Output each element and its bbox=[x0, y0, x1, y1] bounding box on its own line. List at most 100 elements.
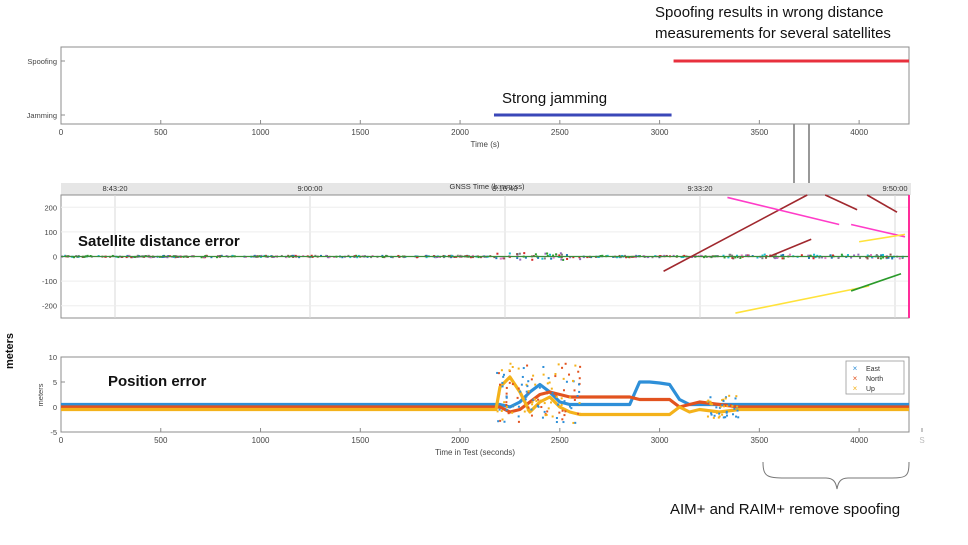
jitter-point bbox=[543, 410, 546, 413]
legend: × East × North × Up bbox=[845, 360, 905, 395]
x-axis-label: Time (s) bbox=[470, 140, 499, 149]
noise-point bbox=[499, 257, 502, 260]
noise-point bbox=[566, 257, 569, 260]
jitter-point bbox=[505, 395, 508, 398]
noise-point bbox=[866, 254, 869, 257]
noise-point bbox=[503, 257, 506, 260]
noise-point bbox=[619, 256, 622, 259]
jitter-point bbox=[526, 364, 529, 367]
y-tick-label: -100 bbox=[42, 277, 57, 286]
jitter-point bbox=[560, 397, 563, 400]
jitter-point bbox=[499, 383, 502, 386]
noise-point bbox=[555, 253, 558, 256]
jitter-point bbox=[508, 369, 511, 372]
legend-label: Up bbox=[866, 386, 875, 393]
noise-point bbox=[285, 256, 288, 259]
jitter-point bbox=[719, 405, 722, 408]
noise-point bbox=[683, 254, 686, 257]
noise-point bbox=[546, 254, 549, 257]
noise-point bbox=[756, 256, 759, 259]
jitter-point bbox=[730, 408, 733, 411]
noise-point bbox=[560, 258, 563, 261]
jitter-point bbox=[557, 363, 560, 366]
noise-point bbox=[516, 257, 519, 260]
noise-point bbox=[870, 254, 873, 257]
noise-point bbox=[727, 256, 730, 259]
jitter-point bbox=[500, 369, 503, 372]
jitter-point bbox=[499, 419, 502, 422]
noise-point bbox=[552, 256, 555, 259]
jitter-point bbox=[527, 391, 530, 394]
noise-point bbox=[381, 254, 384, 257]
noise-point bbox=[550, 257, 553, 260]
noise-point bbox=[866, 257, 869, 260]
jitter-point bbox=[563, 414, 566, 417]
jitter-point bbox=[543, 402, 546, 405]
noise-point bbox=[739, 256, 742, 259]
jitter-point bbox=[721, 403, 724, 406]
jitter-points bbox=[496, 362, 740, 424]
jitter-point bbox=[578, 412, 581, 415]
jitter-point bbox=[577, 370, 580, 373]
noise-point bbox=[391, 256, 394, 259]
jitter-point bbox=[709, 402, 712, 405]
jitter-point bbox=[519, 390, 522, 393]
jitter-point bbox=[569, 403, 572, 406]
jitter-point bbox=[520, 383, 523, 386]
x-tick-label: 3000 bbox=[651, 436, 669, 445]
noise-point bbox=[615, 256, 618, 259]
noise-point bbox=[624, 254, 627, 257]
noise-point bbox=[824, 257, 827, 260]
legend-marker: × bbox=[853, 384, 858, 393]
noise-point bbox=[853, 254, 856, 257]
noise-point bbox=[549, 253, 552, 256]
x-tick-label: 2500 bbox=[551, 128, 569, 137]
jitter-point bbox=[735, 395, 738, 398]
noise-point bbox=[879, 257, 882, 260]
noise-point bbox=[857, 253, 860, 256]
noise-point bbox=[326, 256, 329, 259]
noise-point bbox=[813, 253, 816, 256]
x-tick-label: 500 bbox=[154, 128, 168, 137]
jitter-point bbox=[734, 397, 737, 400]
jitter-point bbox=[530, 414, 533, 417]
jitter-point bbox=[530, 408, 533, 411]
y-axis-label: meters bbox=[36, 383, 45, 406]
plot-frame bbox=[60, 356, 910, 433]
jitter-point bbox=[561, 409, 564, 412]
spoofing-annotation-line1: Spoofing results in wrong distance bbox=[655, 4, 884, 21]
jitter-point bbox=[724, 396, 727, 399]
y-tick-label: Spoofing bbox=[27, 57, 57, 66]
aim-raim-annotation: AIM+ and RAIM+ remove spoofing bbox=[670, 501, 901, 518]
noise-point bbox=[782, 257, 785, 260]
jitter-point bbox=[723, 405, 725, 408]
jitter-point bbox=[570, 407, 573, 410]
jitter-point bbox=[517, 405, 520, 408]
x-tick-label: S bbox=[919, 436, 924, 445]
jitter-point bbox=[547, 407, 550, 410]
jitter-point bbox=[538, 386, 541, 389]
noise-point bbox=[469, 256, 472, 259]
noise-point bbox=[731, 254, 734, 257]
jitter-point bbox=[576, 395, 579, 398]
noise-point bbox=[745, 254, 748, 257]
jitter-point bbox=[722, 398, 725, 401]
series-track-sat-9 bbox=[769, 238, 812, 258]
noise-point bbox=[832, 254, 835, 257]
jitter-point bbox=[735, 415, 738, 418]
y-tick-label: 5 bbox=[53, 378, 57, 387]
x-tick-label: 3000 bbox=[651, 128, 669, 137]
x-tick-label: 4000 bbox=[850, 128, 868, 137]
jitter-point bbox=[578, 402, 581, 405]
jitter-point bbox=[551, 391, 554, 394]
noise-point bbox=[534, 253, 537, 256]
noise-point bbox=[523, 252, 526, 255]
noise-point bbox=[383, 256, 386, 259]
noise-point bbox=[590, 256, 593, 259]
noise-point bbox=[518, 252, 521, 255]
noise-point bbox=[618, 256, 621, 259]
noise-point bbox=[723, 256, 726, 259]
jitter-point bbox=[732, 403, 735, 406]
noise-point bbox=[812, 257, 815, 260]
